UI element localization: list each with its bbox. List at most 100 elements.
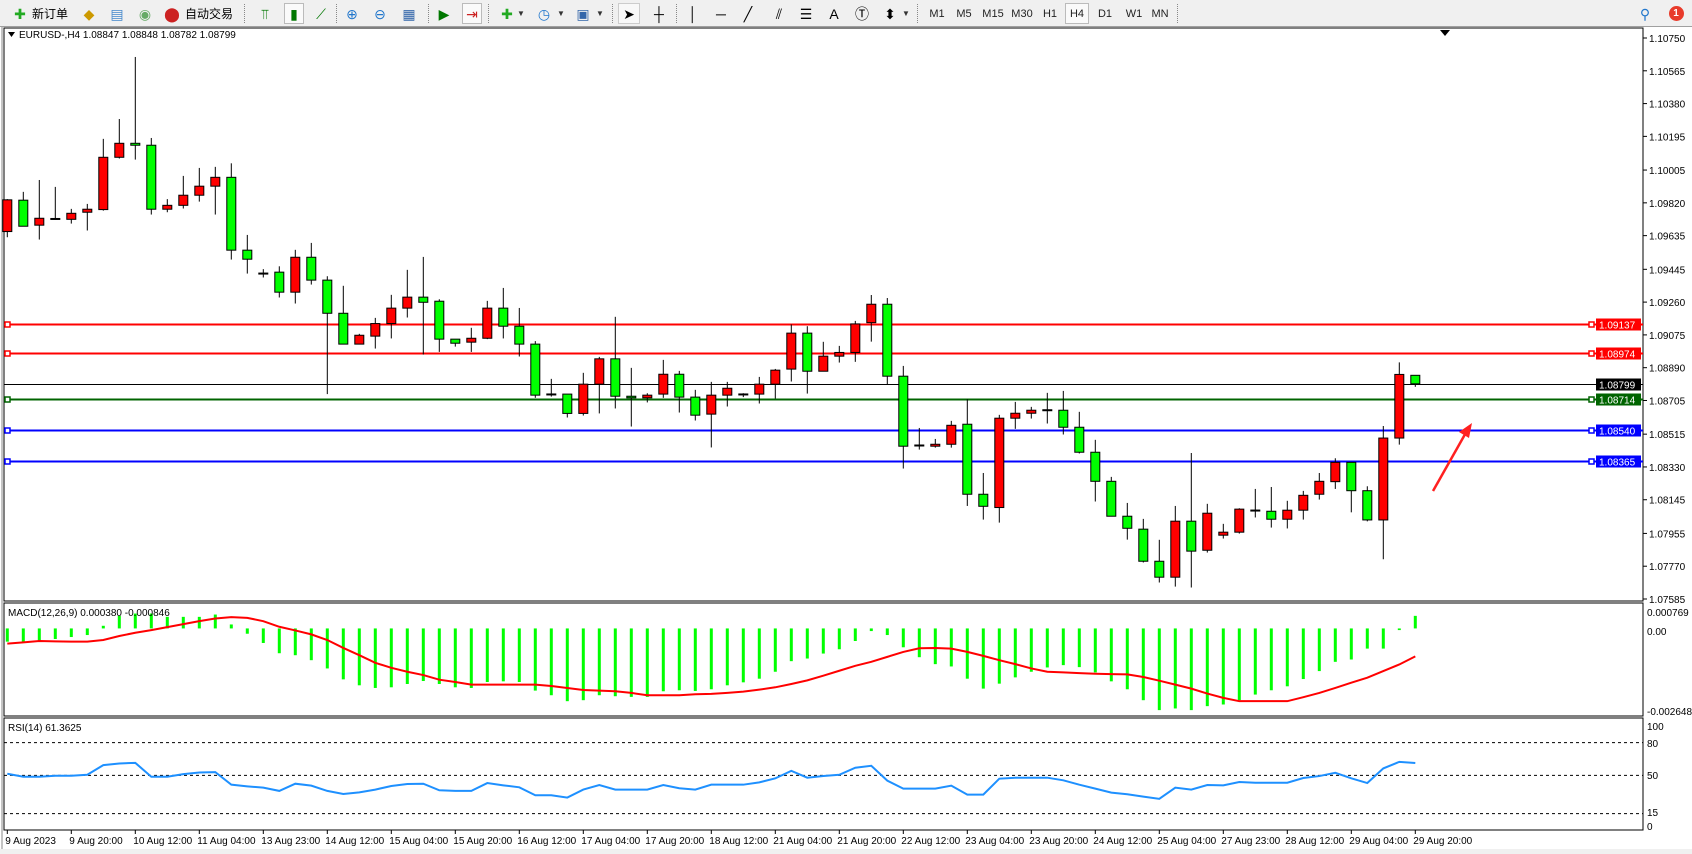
tile-windows-icon[interactable]: ▦ [402, 5, 416, 22]
macd-histogram-bar [453, 628, 457, 688]
horizontal-line-icon[interactable]: ─ [716, 5, 726, 22]
candle-bull [994, 417, 1005, 509]
line-anchor-handle[interactable] [4, 350, 11, 357]
periods-icon[interactable]: ◷ [537, 5, 551, 22]
candle-bear [1186, 520, 1197, 552]
line-anchor-handle[interactable] [1588, 396, 1595, 403]
fibonacci-icon[interactable]: ☰ [799, 5, 813, 22]
candle-bear [338, 312, 349, 345]
candle-bear [146, 144, 157, 210]
timeframe-m15-button[interactable]: M15 [982, 7, 1004, 20]
bar-chart-icon[interactable]: ⫪ [261, 5, 269, 22]
timeframe-m30-button[interactable]: M30 [1011, 7, 1033, 20]
macd-histogram-bar [885, 628, 889, 636]
time-tick-label: 22 Aug 12:00 [901, 836, 960, 847]
macd-histogram-bar [69, 628, 73, 638]
price-label: 1.08714 [1599, 396, 1636, 407]
chart-background [0, 27, 1692, 854]
candle-bull [1298, 494, 1309, 511]
candlestick-icon[interactable]: ▮ [284, 3, 304, 24]
timeframe-mn-button[interactable]: MN [1151, 7, 1169, 20]
indicators-dropdown[interactable]: ▼ [517, 9, 525, 18]
chart-shift-marker[interactable] [1440, 30, 1450, 36]
indicators-icon[interactable]: ✚ [501, 5, 513, 22]
macd-histogram-bar [197, 616, 201, 629]
notification-icon[interactable]: 1 [1664, 3, 1688, 24]
search-icon[interactable]: ⚲ [1639, 5, 1651, 22]
templates-icon[interactable]: ▣ [576, 5, 590, 22]
new-order-icon[interactable]: ✚ [14, 5, 26, 22]
crosshair-icon[interactable]: ┼ [654, 5, 664, 22]
zoom-in-icon[interactable]: ⊕ [346, 5, 358, 22]
equidistant-channel-icon[interactable]: ⫽ [775, 5, 783, 22]
timeframe-w1-button[interactable]: W1 [1125, 7, 1143, 20]
timeframe-d1-button[interactable]: D1 [1097, 7, 1113, 20]
timeframe-h4-button[interactable]: H4 [1065, 3, 1089, 24]
candle-bull [1378, 437, 1389, 521]
timeframe-m5-button[interactable]: M5 [956, 7, 972, 20]
arrows-dropdown[interactable]: ▼ [902, 9, 910, 18]
line-anchor-handle[interactable] [1588, 350, 1595, 357]
line-anchor-handle[interactable] [4, 458, 11, 465]
auto-trading-button[interactable]: 自动交易 [185, 7, 234, 21]
zoom-out-icon[interactable]: ⊖ [374, 5, 386, 22]
vertical-line-icon[interactable]: │ [688, 5, 698, 22]
text-label-icon[interactable]: Ⓣ [855, 5, 869, 22]
macd-histogram-bar [5, 628, 9, 642]
macd-histogram-bar [1205, 628, 1209, 707]
time-tick-label: 15 Aug 20:00 [453, 836, 512, 847]
chart-window[interactable]: 1.10750 1.10565 1.10380 1.10195 1.10005 1.098… [0, 27, 1692, 854]
time-tick-label: 24 Aug 12:00 [1093, 836, 1152, 847]
chart-shift-icon[interactable]: ⇥ [462, 3, 482, 24]
line-anchor-handle[interactable] [1588, 458, 1595, 465]
macd-histogram-bar [661, 628, 665, 692]
candle-bull [834, 351, 845, 357]
macd-histogram-bar [165, 616, 169, 629]
arrow-head-icon [1459, 423, 1472, 438]
macd-histogram-bar [1317, 628, 1321, 672]
candle-bear [690, 396, 701, 416]
timeframe-h1-button[interactable]: H1 [1042, 7, 1058, 20]
macd-histogram-bar [933, 628, 937, 665]
candle-bull [754, 383, 765, 395]
line-anchor-handle[interactable] [4, 396, 11, 403]
auto-trading-icon[interactable]: ⬤ [164, 5, 180, 22]
periods-dropdown[interactable]: ▼ [557, 9, 565, 18]
price-label-box [1596, 378, 1641, 391]
line-chart-icon[interactable]: ⟋ [316, 5, 326, 22]
arrows-icon[interactable]: ⬍ [884, 5, 896, 22]
price-tick-label: 1.08515 [1649, 430, 1686, 441]
line-anchor-handle[interactable] [1588, 321, 1595, 328]
price-label: 1.08974 [1599, 350, 1636, 361]
macd-histogram-bar [1397, 628, 1401, 631]
time-tick-label: 17 Aug 20:00 [645, 836, 704, 847]
trendline-icon[interactable]: ╱ [743, 5, 753, 22]
time-tick-label: 13 Aug 23:00 [261, 836, 320, 847]
price-tick-label: 1.07770 [1649, 562, 1686, 573]
candle-bear [1138, 528, 1149, 562]
signals-icon[interactable]: ◉ [138, 5, 152, 22]
collapse-triangle-icon[interactable] [8, 32, 15, 37]
candle-bear [1106, 480, 1117, 517]
text-icon[interactable]: A [829, 5, 839, 22]
cursor-icon[interactable]: ➤ [618, 3, 640, 24]
macd-histogram-bar [1029, 628, 1033, 672]
new-order-button[interactable]: 新订单 [32, 7, 69, 21]
candle-bear [1074, 426, 1085, 453]
templates-dropdown[interactable]: ▼ [596, 9, 604, 18]
line-anchor-handle[interactable] [4, 427, 11, 434]
auto-scroll-icon[interactable]: ▶ [438, 5, 450, 22]
macd-histogram-bar [581, 628, 585, 701]
macd-histogram-bar [645, 628, 649, 697]
time-tick-label: 17 Aug 04:00 [581, 836, 640, 847]
macd-histogram-bar [1157, 628, 1161, 711]
data-window-icon[interactable]: ▤ [110, 5, 124, 22]
timeframe-m1-button[interactable]: M1 [929, 7, 945, 20]
history-center-icon[interactable]: ◆ [83, 5, 95, 22]
macd-histogram-bar [117, 615, 121, 629]
time-tick-label: 14 Aug 12:00 [325, 836, 384, 847]
arrow-annotation[interactable] [1431, 428, 1470, 492]
line-anchor-handle[interactable] [4, 321, 11, 328]
macd-histogram-bar [1237, 628, 1241, 701]
line-anchor-handle[interactable] [1588, 427, 1595, 434]
